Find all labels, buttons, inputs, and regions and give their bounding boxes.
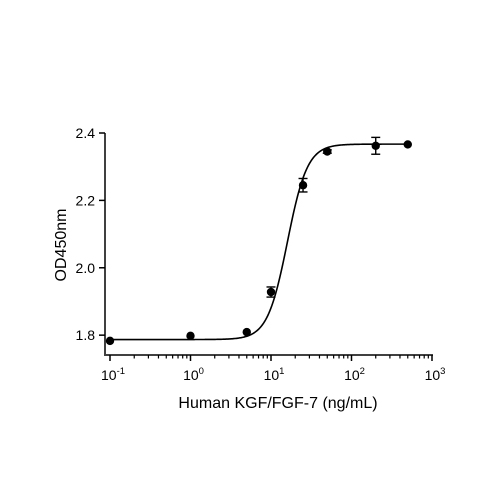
fit-curve (110, 143, 408, 341)
y-tick-label: 2.4 (76, 125, 96, 141)
data-points (105, 136, 412, 346)
x-ticks: 10-1 100 101 102 103 (101, 355, 445, 383)
y-tick-label: 1.8 (76, 327, 96, 343)
data-point (323, 147, 332, 156)
data-point (105, 336, 115, 346)
data-point (186, 331, 195, 341)
data-point (298, 181, 308, 190)
y-axis-label: OD450nm (53, 209, 70, 282)
axes (104, 133, 433, 356)
x-axis-label: Human KGF/FGF-7 (ng/mL) (178, 395, 377, 412)
data-point (371, 141, 380, 151)
data-point (266, 287, 276, 297)
x-tick-label: 101 (264, 366, 285, 383)
data-point (242, 327, 251, 337)
data-point (403, 140, 412, 149)
x-tick-label: 100 (183, 366, 204, 383)
x-tick-label: 10-1 (101, 366, 125, 383)
y-tick-label: 2.0 (76, 260, 96, 276)
y-tick-label: 2.2 (76, 192, 96, 208)
x-tick-label: 103 (425, 366, 446, 383)
x-tick-label: 102 (344, 366, 365, 383)
y-ticks: 1.8 2.0 2.2 2.4 (76, 125, 105, 343)
